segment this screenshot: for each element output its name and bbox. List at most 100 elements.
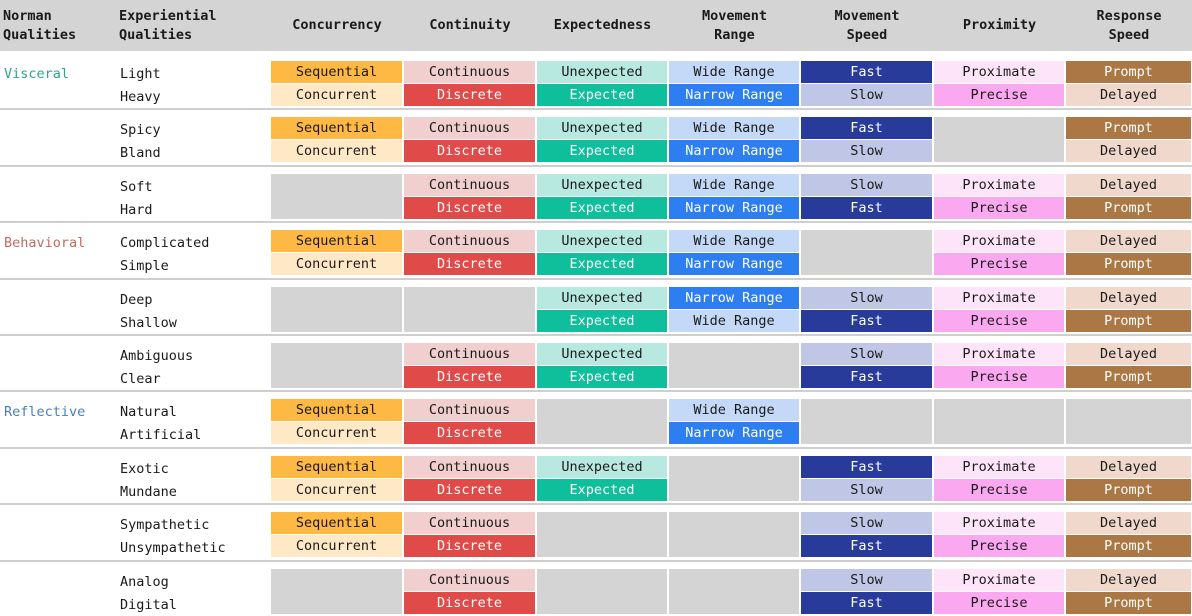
cell-fast: Fast bbox=[801, 61, 932, 83]
quality-spicy: Spicy bbox=[120, 122, 161, 139]
cell-precise: Precise bbox=[934, 366, 1064, 388]
cell-discrete: Discrete bbox=[404, 591, 535, 614]
cell-precise: Precise bbox=[934, 309, 1064, 332]
cell-prompt: Prompt bbox=[1066, 196, 1191, 219]
cell-precise: Precise bbox=[934, 253, 1064, 276]
header-movement-speed: Movement Speed bbox=[834, 7, 900, 43]
empty-cell bbox=[669, 343, 799, 388]
quality-unsympathetic: Unsympathetic bbox=[120, 540, 226, 557]
cell-concurrent: Concurrent bbox=[271, 535, 402, 558]
category-behavioral: Behavioral bbox=[4, 235, 86, 252]
empty-cell bbox=[934, 117, 1064, 163]
quality-bland: Bland bbox=[120, 145, 161, 162]
cell-precise: Precise bbox=[934, 535, 1064, 558]
cell-unexpected: Unexpected bbox=[537, 455, 667, 478]
table-header bbox=[0, 0, 1192, 51]
cell-continuous: Continuous bbox=[404, 117, 535, 140]
cell-discrete: Discrete bbox=[404, 140, 535, 163]
quality-digital: Digital bbox=[120, 596, 177, 613]
cell-fast: Fast bbox=[801, 455, 932, 478]
quality-shallow: Shallow bbox=[120, 314, 177, 331]
cell-expected: Expected bbox=[537, 253, 667, 276]
cell-delayed: Delayed bbox=[1066, 173, 1191, 196]
quality-light: Light bbox=[120, 66, 161, 82]
cell-concurrent: Concurrent bbox=[271, 253, 402, 276]
cell-fast: Fast bbox=[801, 309, 932, 332]
cell-fast: Fast bbox=[801, 117, 932, 140]
empty-cell bbox=[537, 399, 667, 445]
empty-cell bbox=[537, 568, 667, 614]
cell-proximate: Proximate bbox=[934, 343, 1064, 365]
empty-cell bbox=[271, 343, 402, 388]
cell-proximate: Proximate bbox=[934, 455, 1064, 478]
cell-wide-range: Wide Range bbox=[669, 230, 799, 253]
empty-cell bbox=[271, 286, 402, 332]
group-divider bbox=[0, 108, 1192, 111]
cell-precise: Precise bbox=[934, 591, 1064, 614]
cell-fast: Fast bbox=[801, 591, 932, 614]
group-divider bbox=[0, 559, 1192, 562]
group-divider bbox=[0, 390, 1192, 393]
cell-wide-range: Wide Range bbox=[669, 61, 799, 83]
quality-exotic: Exotic bbox=[120, 460, 169, 477]
empty-cell bbox=[404, 286, 535, 332]
quality-analog: Analog bbox=[120, 573, 169, 590]
cell-continuous: Continuous bbox=[404, 399, 535, 422]
cell-continuous: Continuous bbox=[404, 455, 535, 478]
cell-discrete: Discrete bbox=[404, 535, 535, 558]
group-divider bbox=[0, 503, 1192, 506]
quality-clear: Clear bbox=[120, 371, 161, 387]
empty-cell bbox=[669, 455, 799, 501]
cell-continuous: Continuous bbox=[404, 568, 535, 591]
cell-delayed: Delayed bbox=[1066, 286, 1191, 309]
empty-cell bbox=[537, 512, 667, 558]
cell-fast: Fast bbox=[801, 535, 932, 558]
cell-proximate: Proximate bbox=[934, 230, 1064, 253]
cell-concurrent: Concurrent bbox=[271, 422, 402, 445]
empty-cell bbox=[801, 399, 932, 445]
cell-prompt: Prompt bbox=[1066, 309, 1191, 332]
cell-expected: Expected bbox=[537, 309, 667, 332]
cell-proximate: Proximate bbox=[934, 173, 1064, 196]
cell-slow: Slow bbox=[801, 568, 932, 591]
cell-slow: Slow bbox=[801, 512, 932, 535]
cell-delayed: Delayed bbox=[1066, 140, 1191, 163]
header-response-speed: Response Speed bbox=[1096, 7, 1162, 43]
category-visceral: Visceral bbox=[4, 66, 70, 82]
cell-prompt: Prompt bbox=[1066, 61, 1191, 83]
header-continuity: Continuity bbox=[429, 17, 511, 33]
header-experiential-qualities: Experiential Qualities bbox=[119, 7, 217, 43]
cell-expected: Expected bbox=[537, 366, 667, 388]
group-divider bbox=[0, 277, 1192, 280]
cell-wide-range: Wide Range bbox=[669, 173, 799, 196]
cell-unexpected: Unexpected bbox=[537, 230, 667, 253]
cell-slow: Slow bbox=[801, 286, 932, 309]
cell-discrete: Discrete bbox=[404, 478, 535, 501]
cell-continuous: Continuous bbox=[404, 230, 535, 253]
cell-concurrent: Concurrent bbox=[271, 84, 402, 106]
group-divider bbox=[0, 221, 1192, 224]
cell-discrete: Discrete bbox=[404, 253, 535, 276]
cell-prompt: Prompt bbox=[1066, 535, 1191, 558]
quality-artificial: Artificial bbox=[120, 427, 202, 444]
cell-discrete: Discrete bbox=[404, 84, 535, 106]
cell-prompt: Prompt bbox=[1066, 117, 1191, 140]
cell-delayed: Delayed bbox=[1066, 455, 1191, 478]
cell-unexpected: Unexpected bbox=[537, 173, 667, 196]
cell-continuous: Continuous bbox=[404, 512, 535, 535]
cell-slow: Slow bbox=[801, 343, 932, 365]
cell-slow: Slow bbox=[801, 84, 932, 106]
empty-cell bbox=[669, 568, 799, 614]
cell-fast: Fast bbox=[801, 196, 932, 219]
cell-precise: Precise bbox=[934, 478, 1064, 501]
cell-wide-range: Wide Range bbox=[669, 309, 799, 332]
cell-prompt: Prompt bbox=[1066, 591, 1191, 614]
cell-expected: Expected bbox=[537, 84, 667, 106]
group-divider bbox=[0, 334, 1192, 336]
cell-discrete: Discrete bbox=[404, 366, 535, 388]
cell-sequential: Sequential bbox=[271, 61, 402, 83]
quality-complicated: Complicated bbox=[120, 235, 210, 252]
cell-sequential: Sequential bbox=[271, 230, 402, 253]
cell-delayed: Delayed bbox=[1066, 230, 1191, 253]
cell-wide-range: Wide Range bbox=[669, 399, 799, 422]
